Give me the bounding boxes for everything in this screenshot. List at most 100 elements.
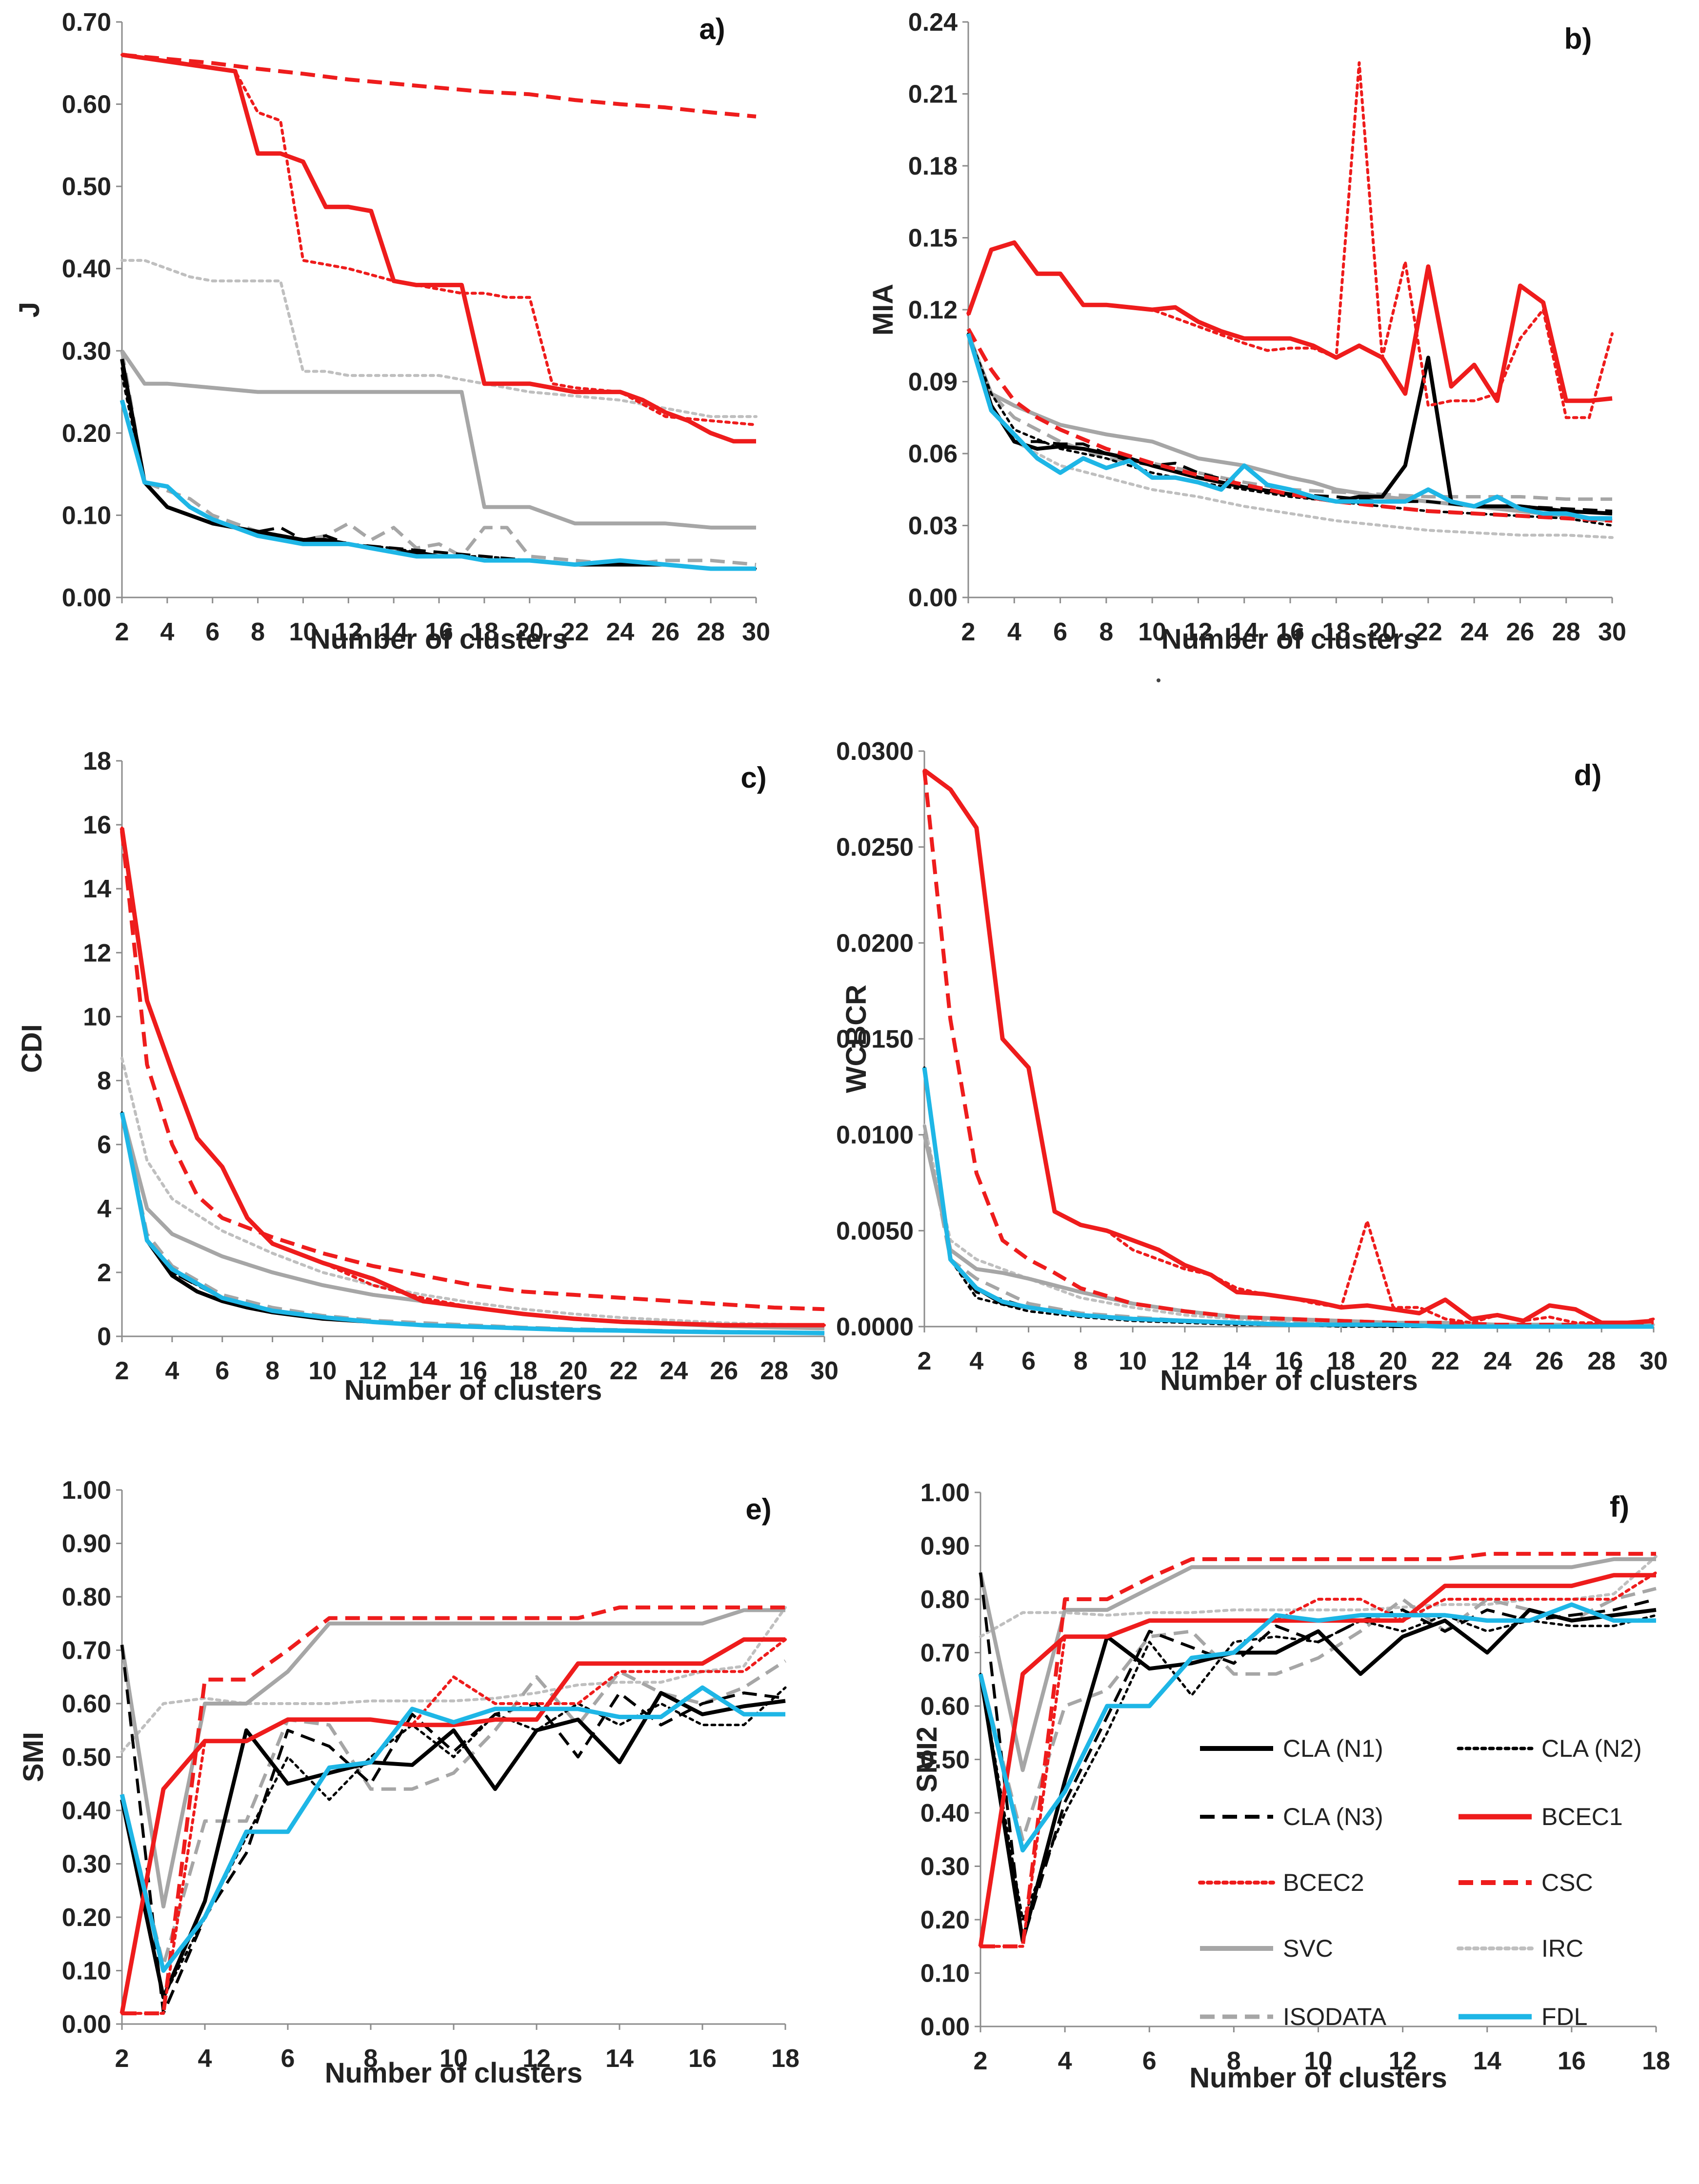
series-line-bcec2 [120, 53, 758, 426]
x-tick-label: 6 [205, 618, 220, 646]
x-tick-label: 24 [1483, 1347, 1512, 1375]
series-line-fdl [120, 1112, 825, 1335]
series-line-irc [923, 1124, 1655, 1327]
series-line-csc [121, 53, 757, 119]
series-line-cla-n3 [120, 1645, 786, 2015]
y-tick-label: 4 [97, 1195, 111, 1223]
x-tick-label: 2 [115, 618, 129, 646]
y-tick-label: 0.12 [908, 296, 958, 324]
series-line-bcec2 [967, 61, 1614, 419]
series-line-cla-n3 [967, 333, 1613, 513]
series-line-cla-n3 [120, 367, 756, 570]
x-tick-label: 16 [1558, 2047, 1586, 2075]
y-tick-label: 0.20 [62, 419, 111, 448]
y-axis-title: J [14, 302, 45, 318]
x-tick-label: 8 [265, 1357, 280, 1385]
y-tick-label: 0.06 [908, 440, 958, 468]
series-line-cla-n1 [966, 333, 1613, 516]
x-tick-label: 8 [1099, 618, 1113, 646]
x-tick-label: 16 [1275, 1347, 1303, 1375]
y-tick-label: 0.70 [920, 1639, 970, 1668]
x-tick-label: 6 [281, 2045, 295, 2073]
x-tick-label: 8 [251, 618, 265, 646]
y-tick-label: 0.0200 [836, 929, 914, 957]
y-tick-label: 6 [97, 1131, 111, 1159]
x-tick-label: 12 [522, 2045, 551, 2073]
legend-label-cla-n1: CLA (N1) [1283, 1735, 1383, 1762]
y-tick-label: 0.30 [62, 1850, 111, 1879]
panel-label: e) [745, 1493, 771, 1526]
y-tick-label: 0.20 [62, 1904, 111, 1932]
x-tick-label: 18 [1322, 618, 1350, 646]
x-tick-label: 16 [459, 1357, 487, 1385]
series-line-irc [120, 1056, 826, 1327]
y-tick-label: 0.0000 [836, 1313, 914, 1341]
panel-label: d) [1574, 759, 1602, 792]
series-line-isodata [120, 350, 757, 567]
x-tick-label: 20 [560, 1357, 588, 1385]
series-line-irc [967, 332, 1614, 539]
y-tick-label: 0 [97, 1323, 111, 1351]
x-tick-label: 6 [1053, 618, 1067, 646]
x-tick-label: 4 [160, 618, 174, 646]
y-tick-label: 0.60 [920, 1692, 970, 1721]
x-tick-label: 20 [516, 618, 544, 646]
x-tick-label: 12 [1389, 2047, 1417, 2075]
x-tick-label: 22 [561, 618, 589, 646]
x-tick-label: 14 [1230, 618, 1259, 646]
x-tick-label: 14 [1473, 2047, 1501, 2075]
y-tick-label: 8 [97, 1067, 111, 1095]
panel-label: a) [699, 13, 725, 45]
y-tick-label: 0.40 [920, 1799, 970, 1827]
chart-panel-d: 0.0000 0.0050 0.0100 0.0150 0.0200 0.0250 0.03… [836, 737, 1668, 1396]
y-tick-label: 2 [97, 1259, 111, 1287]
x-tick-label: 4 [969, 1347, 983, 1375]
y-tick-label: 0.15 [908, 224, 958, 253]
x-tick-label: 6 [215, 1357, 229, 1385]
y-tick-label: 0.50 [62, 1744, 111, 1772]
x-tick-label: 24 [1460, 618, 1488, 646]
y-tick-label: 0.24 [908, 8, 958, 37]
x-tick-label: 6 [1021, 1347, 1036, 1375]
x-tick-label: 2 [918, 1347, 932, 1375]
x-tick-label: 10 [440, 2045, 468, 2073]
x-tick-label: 10 [1138, 618, 1166, 646]
series-line-irc [120, 258, 758, 418]
legend-label-bcec2: BCEC2 [1283, 1869, 1364, 1896]
x-tick-label: 20 [1379, 1347, 1407, 1375]
series-line-bcec2 [120, 826, 826, 1327]
y-tick-label: 0.80 [62, 1583, 111, 1611]
y-tick-label: 0.50 [62, 173, 111, 201]
x-tick-label: 18 [509, 1357, 538, 1385]
stray-dot [1157, 678, 1160, 682]
x-tick-label: 12 [1171, 1347, 1199, 1375]
y-tick-label: 0.50 [920, 1746, 970, 1774]
series-line-bcec1 [120, 828, 824, 1328]
y-tick-label: 0.00 [62, 584, 111, 612]
panel-label: b) [1564, 22, 1592, 55]
y-tick-label: 0.09 [908, 368, 958, 397]
y-tick-label: 12 [83, 939, 111, 967]
y-tick-label: 0.60 [62, 91, 111, 119]
legend-label-cla-n2: CLA (N2) [1541, 1735, 1642, 1762]
y-tick-label: 0.40 [62, 1797, 111, 1825]
series-line-isodata [120, 1659, 786, 1967]
x-axis-title: Number of clusters [344, 1374, 602, 1406]
series-line-csc [980, 1551, 1656, 1948]
x-tick-label: 22 [610, 1357, 638, 1385]
y-tick-label: 0.10 [920, 1960, 970, 1988]
y-tick-label: 0.30 [62, 337, 111, 365]
y-tick-label: 0.80 [920, 1586, 970, 1614]
y-axis-title: SMI2 [911, 1727, 943, 1792]
x-tick-label: 2 [974, 2047, 988, 2075]
series-line-fdl [966, 333, 1612, 521]
series-line-isodata [979, 1587, 1657, 1842]
y-tick-label: 0.90 [62, 1530, 111, 1558]
legend: CLA (N1) CLA (N2) CLA (N3) BCEC1 BCEC2 CSC SVC… [1198, 1735, 1642, 2030]
series-line-fdl [120, 1685, 785, 1973]
y-axis-title: SMI [18, 1732, 49, 1782]
legend-label-irc: IRC [1541, 1935, 1583, 1962]
x-tick-label: 12 [1184, 618, 1213, 646]
series-line-bcec1 [120, 1637, 785, 2014]
